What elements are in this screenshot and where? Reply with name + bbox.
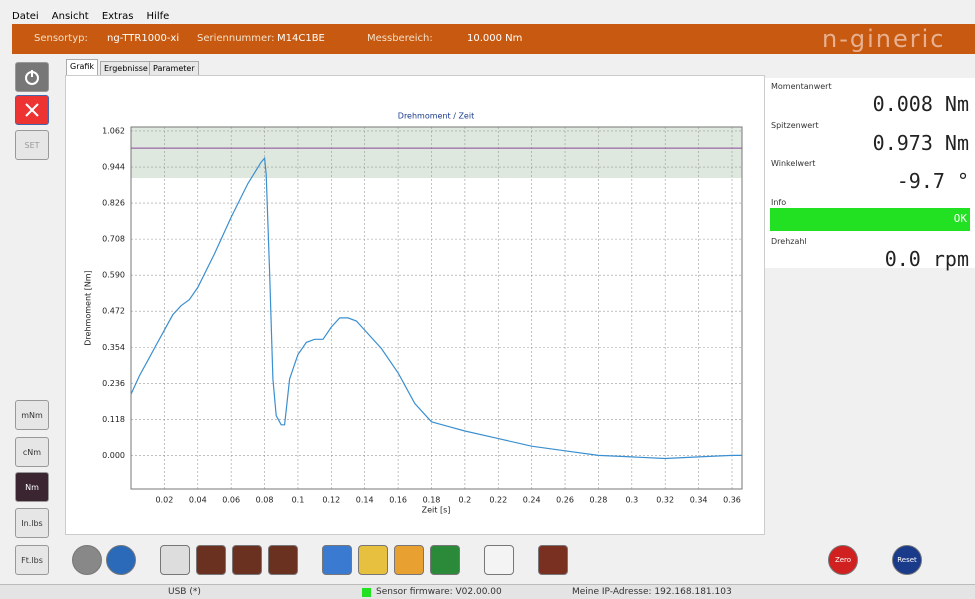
sensor-header: Sensortyp: ng-TTR1000-xi Seriennummer: M… (12, 24, 975, 54)
tab[interactable]: Grafik (66, 59, 99, 76)
save-button[interactable] (322, 545, 352, 575)
info-value: OK (953, 212, 967, 225)
unit-button[interactable]: In.lbs (15, 508, 49, 538)
x-tick-label: 0.14 (356, 496, 374, 505)
crosshair-button[interactable] (484, 545, 514, 575)
header-value: 10.000 Nm (467, 33, 523, 44)
power-button[interactable] (15, 62, 49, 92)
readout-label: Winkelwert (771, 159, 816, 168)
status-ip: Meine IP-Adresse: 192.168.181.103 (572, 587, 732, 597)
x-tick-label: 0.32 (656, 496, 674, 505)
unit-button[interactable]: mNm (15, 400, 49, 430)
status-bar (0, 584, 975, 599)
x-tick-label: 0.22 (489, 496, 507, 505)
delete-button[interactable] (394, 545, 424, 575)
x-axis-label: Zeit [s] (422, 506, 451, 515)
tolerance-band (131, 127, 742, 179)
x-tick-label: 0.1 (292, 496, 305, 505)
menu-item[interactable]: Ansicht (51, 11, 89, 22)
y-tick-label: 0.944 (102, 163, 125, 172)
plot-frame (130, 126, 743, 490)
tab[interactable]: Ergebnisse (100, 61, 152, 76)
unit-button[interactable]: Ft.lbs (15, 545, 49, 575)
readout-label: Momentanwert (771, 82, 832, 91)
x-tick-label: 0.3 (625, 496, 638, 505)
readout-value: -9.7 ° (896, 169, 969, 193)
chart-title: Drehmoment / Zeit (398, 112, 474, 121)
y-tick-label: 0.118 (102, 415, 125, 424)
angle-button[interactable] (196, 545, 226, 575)
y-tick-label: 0.708 (102, 235, 125, 244)
x-tick-label: 0.2 (459, 496, 472, 505)
excel-button[interactable] (430, 545, 460, 575)
power-icon (25, 70, 39, 85)
set-button[interactable]: SET (15, 130, 49, 160)
menu-item[interactable]: Extras (101, 11, 134, 22)
y-tick-label: 1.062 (102, 126, 125, 135)
menu-item[interactable]: Datei (12, 11, 39, 22)
open-button[interactable] (358, 545, 388, 575)
readout-label: Info (771, 198, 787, 207)
x-tick-label: 0.16 (389, 496, 407, 505)
status-firmware: Sensor firmware: V02.00.00 (376, 587, 502, 597)
readout-label: Drehzahl (771, 237, 807, 246)
torque-line (130, 156, 742, 460)
y-tick-label: 0.236 (102, 379, 125, 388)
unit-button[interactable]: Nm (15, 472, 49, 502)
header-label: Sensortyp: (34, 33, 88, 44)
readout-panel (765, 78, 975, 268)
y-tick-label: 0.826 (102, 199, 125, 208)
readout-value: 0.0 rpm (884, 247, 969, 271)
chart: Drehmoment / Zeit Zeit [s] Drehmoment [N… (65, 75, 765, 535)
x-tick-label: 0.04 (189, 496, 207, 505)
x-icon (25, 103, 39, 117)
play-button[interactable] (72, 545, 102, 575)
header-label: Seriennummer: (197, 33, 275, 44)
x-tick-label: 0.18 (423, 496, 441, 505)
header-value: ng-TTR1000-xi (107, 33, 180, 44)
y-tick-label: 0.354 (102, 343, 125, 352)
status-indicator (362, 588, 371, 597)
y-tick-label: 0.590 (102, 271, 125, 280)
y-tick-label: 0.000 (102, 451, 125, 460)
x-tick-label: 0.36 (723, 496, 741, 505)
stop-record-button[interactable] (106, 545, 136, 575)
x-tick-label: 0.34 (690, 496, 708, 505)
readout-value: 0.008 Nm (872, 92, 969, 116)
reset-button[interactable]: Reset (892, 545, 922, 575)
readout-label: Spitzenwert (771, 121, 819, 130)
x-tick-label: 0.08 (256, 496, 274, 505)
x-tick-label: 0.26 (556, 496, 574, 505)
logo: n-gineric (822, 25, 946, 53)
x-tick-label: 0.24 (523, 496, 541, 505)
x-tick-label: 0.12 (322, 496, 340, 505)
status-usb: USB (*) (168, 587, 201, 597)
readout-value: 0.973 Nm (872, 131, 969, 155)
menu-bar: Datei Ansicht Extras Hilfe (12, 4, 177, 23)
x-tick-label: 0.02 (155, 496, 173, 505)
y-tick-label: 0.472 (102, 307, 125, 316)
header-label: Messbereich: (367, 33, 433, 44)
x-tick-label: 0.06 (222, 496, 240, 505)
zero-button[interactable]: Zero (828, 545, 858, 575)
tab[interactable]: Parameter (149, 61, 199, 76)
timer-button[interactable] (160, 545, 190, 575)
table-button[interactable] (538, 545, 568, 575)
info-bar (770, 208, 970, 231)
header-value: M14C1BE (277, 33, 325, 44)
gauge-button[interactable] (232, 545, 262, 575)
x-tick-label: 0.28 (590, 496, 608, 505)
stop-button[interactable] (15, 95, 49, 125)
tool-button[interactable] (268, 545, 298, 575)
menu-item[interactable]: Hilfe (146, 11, 170, 22)
y-axis-label: Drehmoment [Nm] (84, 270, 93, 345)
unit-button[interactable]: cNm (15, 437, 49, 467)
